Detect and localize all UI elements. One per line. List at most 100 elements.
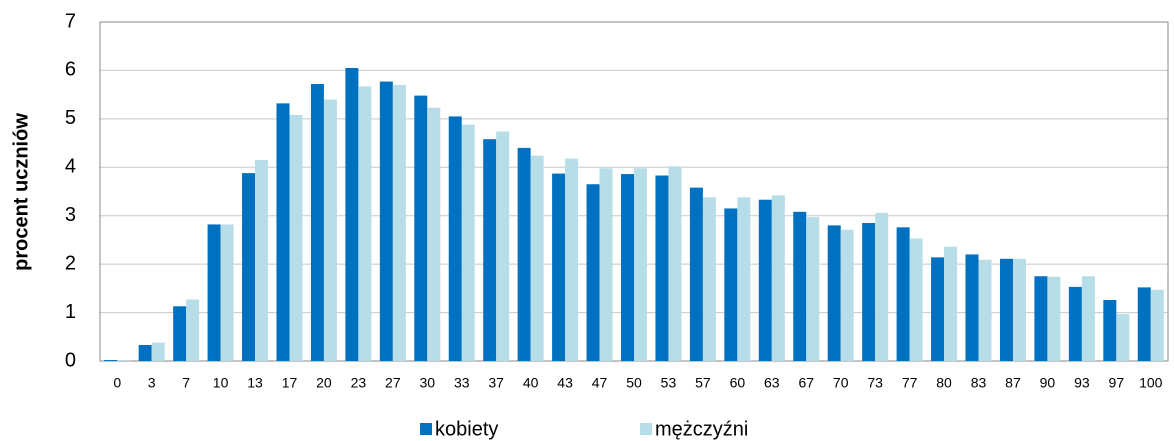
bar <box>552 173 566 361</box>
x-tick-label: 100 <box>1139 375 1163 391</box>
bar <box>207 224 221 361</box>
x-tick-label: 7 <box>182 375 190 391</box>
bar <box>448 116 462 361</box>
bar <box>621 174 634 361</box>
legend-label: kobiety <box>435 418 498 440</box>
x-tick-label: 30 <box>420 375 436 391</box>
x-tick-label: 17 <box>282 375 298 391</box>
x-tick-label: 23 <box>351 375 367 391</box>
y-tick-label: 4 <box>65 156 76 178</box>
bar <box>806 217 820 361</box>
x-tick-label: 13 <box>247 375 263 391</box>
y-axis-label: procent uczniów <box>10 113 32 271</box>
bar <box>345 68 359 361</box>
bar <box>862 222 876 361</box>
bar <box>220 224 234 361</box>
bar <box>944 246 958 361</box>
x-tick-label: 67 <box>798 375 814 391</box>
bar <box>931 257 945 361</box>
bar <box>392 84 406 361</box>
x-tick-label: 77 <box>902 375 918 391</box>
x-tick-label: 37 <box>488 375 504 391</box>
bar <box>1012 258 1026 361</box>
bar <box>530 155 544 361</box>
bar <box>496 131 510 361</box>
x-tick-label: 43 <box>557 375 573 391</box>
bar <box>323 99 337 361</box>
y-tick-label: 0 <box>65 349 76 371</box>
bar <box>517 147 531 361</box>
y-tick-label: 5 <box>65 107 76 129</box>
bar <box>737 197 751 361</box>
bar <box>255 160 269 361</box>
bar <box>655 175 669 361</box>
x-tick-label: 93 <box>1074 375 1090 391</box>
y-tick-label: 3 <box>65 204 76 226</box>
x-tick-label: 73 <box>867 375 883 391</box>
bar <box>771 195 785 361</box>
bar <box>414 95 428 362</box>
x-tick-label: 83 <box>971 375 987 391</box>
bar <box>965 254 979 361</box>
x-tick-label: 27 <box>385 375 401 391</box>
y-tick-label: 1 <box>65 301 76 323</box>
bar <box>689 187 703 361</box>
bar <box>242 173 256 361</box>
bar <box>702 197 716 361</box>
bar <box>1116 314 1130 361</box>
x-tick-label: 40 <box>523 375 539 391</box>
bar <box>186 299 200 361</box>
bar <box>586 184 600 361</box>
bar <box>1081 276 1095 361</box>
bar <box>793 211 807 361</box>
bar <box>668 166 682 361</box>
bar <box>599 168 613 361</box>
x-tick-label: 90 <box>1040 375 1056 391</box>
legend-label: mężczyźni <box>655 418 748 440</box>
bar <box>896 227 910 361</box>
bar <box>634 168 647 361</box>
x-tick-label: 57 <box>695 375 711 391</box>
y-tick-label: 2 <box>65 252 76 274</box>
y-tick-label: 6 <box>65 59 76 81</box>
x-tick-label: 20 <box>316 375 332 391</box>
x-tick-label: 53 <box>661 375 677 391</box>
bar <box>1034 276 1048 361</box>
bar <box>276 103 290 362</box>
bar <box>358 86 372 361</box>
x-tick-label: 97 <box>1109 375 1125 391</box>
y-tick-label: 7 <box>65 10 76 32</box>
x-tick-label: 50 <box>626 375 642 391</box>
bar <box>909 238 923 361</box>
bar <box>565 158 579 361</box>
legend-swatch <box>420 423 432 435</box>
bar <box>999 258 1013 361</box>
bar <box>1047 276 1061 361</box>
x-tick-label: 47 <box>592 375 608 391</box>
bar <box>1103 299 1117 361</box>
bar <box>427 107 441 362</box>
bar <box>379 81 393 362</box>
bar <box>461 124 475 361</box>
bar <box>310 83 324 361</box>
bar <box>138 345 152 361</box>
x-tick-label: 33 <box>454 375 470 391</box>
x-tick-label: 87 <box>1005 375 1021 391</box>
bar <box>827 225 841 361</box>
bar <box>483 139 497 361</box>
x-tick-label: 0 <box>113 375 121 391</box>
bar <box>104 360 118 361</box>
bar <box>1137 287 1151 361</box>
bar <box>724 208 738 361</box>
legend-swatch <box>640 423 652 435</box>
bar <box>1068 286 1082 361</box>
x-tick-label: 10 <box>213 375 229 391</box>
bar <box>1150 289 1164 361</box>
x-tick-label: 80 <box>936 375 952 391</box>
bar <box>840 229 854 361</box>
bar <box>758 199 772 361</box>
bar <box>978 259 992 361</box>
x-tick-label: 3 <box>148 375 156 391</box>
bar <box>151 342 165 361</box>
